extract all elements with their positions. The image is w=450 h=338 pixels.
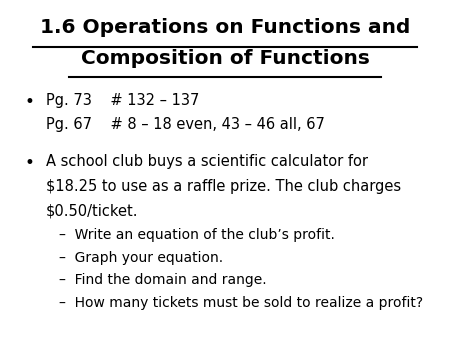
Text: •: • (24, 154, 34, 172)
Text: $18.25 to use as a raffle prize. The club charges: $18.25 to use as a raffle prize. The clu… (46, 179, 401, 194)
Text: Pg. 67    # 8 – 18 even, 43 – 46 all, 67: Pg. 67 # 8 – 18 even, 43 – 46 all, 67 (46, 117, 324, 132)
Text: 1.6 Operations on Functions and: 1.6 Operations on Functions and (40, 18, 410, 37)
Text: Pg. 73    # 132 – 137: Pg. 73 # 132 – 137 (46, 93, 199, 108)
Text: Composition of Functions: Composition of Functions (81, 49, 369, 68)
Text: –  How many tickets must be sold to realize a profit?: – How many tickets must be sold to reali… (58, 296, 423, 310)
Text: –  Graph your equation.: – Graph your equation. (58, 251, 223, 265)
Text: •: • (24, 93, 34, 111)
Text: $0.50/ticket.: $0.50/ticket. (46, 203, 138, 218)
Text: –  Find the domain and range.: – Find the domain and range. (58, 273, 266, 288)
Text: A school club buys a scientific calculator for: A school club buys a scientific calculat… (46, 154, 368, 169)
Text: –  Write an equation of the club’s profit.: – Write an equation of the club’s profit… (58, 228, 334, 242)
